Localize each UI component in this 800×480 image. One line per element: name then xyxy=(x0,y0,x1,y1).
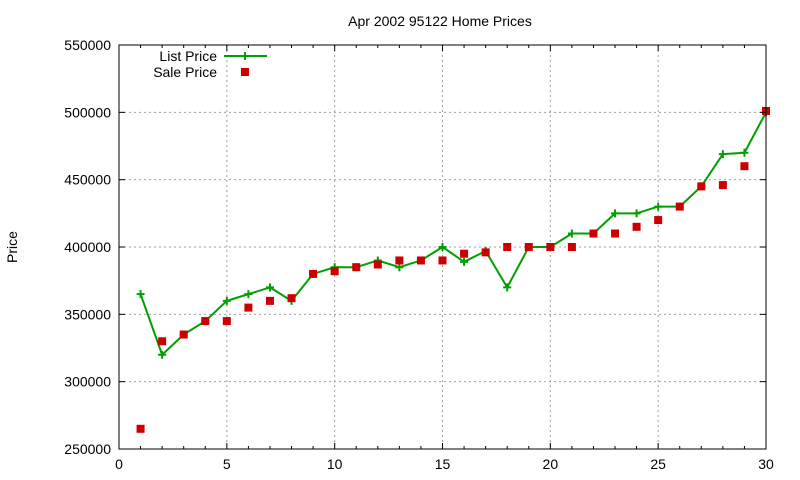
x-tick-label: 10 xyxy=(327,456,343,472)
sale-price-point xyxy=(158,337,167,346)
x-tick-label: 20 xyxy=(543,456,559,472)
sale-price-point xyxy=(567,243,576,251)
sale-price-point xyxy=(352,263,361,272)
x-tick-label: 30 xyxy=(758,456,774,472)
list-price-point xyxy=(395,263,404,272)
sale-price-point xyxy=(265,296,274,305)
sale-price-point xyxy=(136,424,145,433)
y-tick-label: 450000 xyxy=(64,172,111,188)
sale-price-point xyxy=(179,330,188,339)
sale-price-point xyxy=(632,222,641,231)
sale-price-point xyxy=(697,182,706,191)
legend-plus-swatch xyxy=(241,52,249,60)
sale-price-point xyxy=(373,260,382,269)
list-price-point xyxy=(244,290,253,299)
sale-price-point xyxy=(675,202,684,211)
sale-price-point xyxy=(481,248,490,257)
y-axis-label: Price xyxy=(4,231,20,263)
axis-ticks: 0 5 10 15 20 25 30 250000 300000 350000 400000 4500… xyxy=(64,37,774,472)
y-tick-label: 350000 xyxy=(64,306,111,322)
list-price-point xyxy=(567,229,576,238)
chart-title: Apr 2002 95122 Home Prices xyxy=(348,13,532,29)
sale-price-point xyxy=(611,229,620,238)
sale-price-point xyxy=(740,162,749,171)
x-tick-label: 25 xyxy=(650,456,666,472)
x-tick-label: 5 xyxy=(223,456,231,472)
y-tick-label: 400000 xyxy=(64,239,111,255)
sale-price-point xyxy=(395,256,404,265)
list-price-point xyxy=(718,150,727,159)
list-price-point xyxy=(136,290,145,299)
sale-price-point xyxy=(244,303,253,312)
legend-square-swatch xyxy=(241,68,249,76)
sale-price-point xyxy=(330,267,339,276)
sale-price-point xyxy=(503,243,512,251)
sale-price-point xyxy=(438,256,447,265)
list-price-point xyxy=(265,283,274,292)
legend-entry: List Price xyxy=(159,48,267,64)
sale-price-point xyxy=(416,256,425,265)
legend-label: Sale Price xyxy=(153,64,217,80)
list-price-point xyxy=(654,202,663,211)
sale-price-point xyxy=(287,294,296,303)
x-tick-label: 15 xyxy=(435,456,451,472)
list-price-point xyxy=(740,148,749,157)
y-tick-label: 250000 xyxy=(64,441,111,457)
y-tick-label: 500000 xyxy=(64,104,111,120)
x-tick-label: 0 xyxy=(115,456,123,472)
sale-price-point xyxy=(718,181,727,190)
y-tick-label: 300000 xyxy=(64,374,111,390)
list-price-point xyxy=(222,296,231,305)
series-layer xyxy=(136,106,770,433)
list-price-point xyxy=(438,243,447,251)
list-price-point xyxy=(503,283,512,292)
y-tick-label: 550000 xyxy=(64,37,111,53)
sale-price-point xyxy=(201,317,210,326)
sale-price-point xyxy=(589,229,598,238)
legend-entry: Sale Price xyxy=(153,64,249,80)
list-price-point xyxy=(460,257,469,266)
list-price-point xyxy=(611,209,620,218)
sale-price-point xyxy=(222,317,231,326)
sale-price-point xyxy=(524,243,533,251)
sale-price-point xyxy=(654,216,663,225)
list-price-line xyxy=(139,111,767,356)
legend-label: List Price xyxy=(159,48,217,64)
list-price-point xyxy=(158,350,167,359)
sale-price-point xyxy=(460,249,469,258)
series-sale-price xyxy=(136,106,770,433)
sale-price-point xyxy=(309,269,318,278)
list-price-point xyxy=(632,209,641,218)
sale-price-point xyxy=(546,243,555,251)
series-list-price xyxy=(136,108,770,359)
